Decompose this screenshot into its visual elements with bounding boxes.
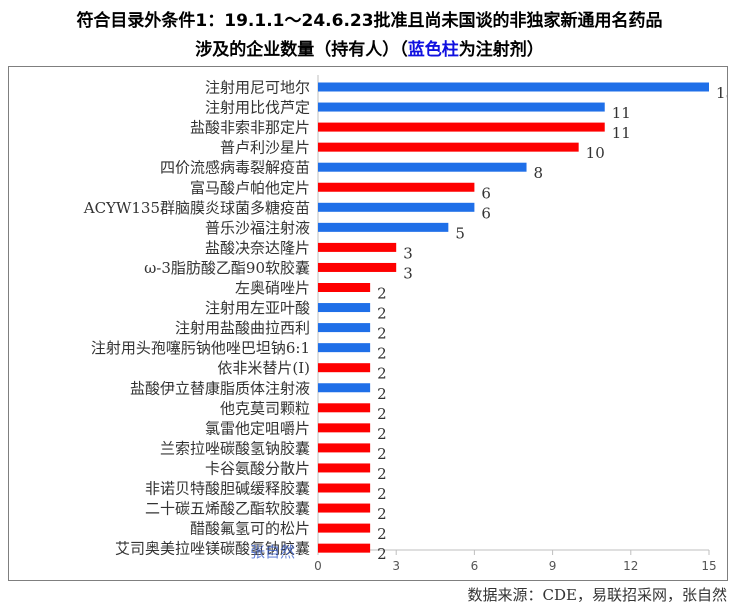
value-label: 3	[403, 244, 413, 262]
bar	[318, 523, 371, 533]
category-label: 二十碳五烯酸乙酯软胶囊	[145, 500, 310, 518]
category-label: 兰索拉唑碳酸氢钠胶囊	[160, 439, 310, 457]
bar	[318, 162, 527, 172]
bar	[318, 503, 371, 513]
value-label: 2	[377, 385, 387, 403]
value-label: 3	[403, 264, 413, 282]
value-label: 2	[377, 345, 387, 363]
value-label: 2	[377, 325, 387, 343]
category-label: 富马酸卢帕他定片	[190, 179, 310, 197]
bar	[318, 323, 371, 333]
category-label: 醋酸氟氢可的松片	[190, 520, 310, 538]
category-label: 注射用左亚叶酸	[205, 299, 310, 317]
x-tick-label: 6	[471, 559, 479, 573]
value-label: 2	[377, 425, 387, 443]
watermark: 张自然	[250, 543, 296, 561]
bar	[318, 242, 397, 252]
bar	[318, 142, 579, 152]
bar	[318, 383, 371, 393]
bar	[318, 102, 605, 112]
value-label: 6	[481, 204, 491, 222]
value-label: 10	[586, 144, 605, 162]
bar	[318, 303, 371, 313]
bar	[318, 202, 475, 212]
x-tick-label: 9	[549, 559, 557, 573]
category-label: ACYW135群脑膜炎球菌多糖疫苗	[83, 199, 310, 217]
value-label: 5	[455, 224, 465, 242]
category-label: 氯雷他定咀嚼片	[205, 419, 310, 437]
value-label: 2	[377, 305, 387, 323]
x-tick-label: 15	[701, 559, 716, 573]
value-label: 2	[377, 525, 387, 543]
bar	[318, 122, 605, 132]
title-blue-highlight: 蓝色柱	[407, 40, 459, 60]
x-tick-label: 0	[314, 559, 322, 573]
title-line2-prefix: 涉及的企业数量（持有人）（	[195, 40, 408, 60]
bar	[318, 403, 371, 413]
category-label: 盐酸非索非那定片	[190, 119, 310, 137]
value-label: 11	[612, 124, 631, 142]
data-source: 数据来源：CDE，易联招采网，张自然	[467, 586, 727, 604]
value-label: 2	[377, 505, 387, 523]
value-label: 15	[716, 84, 727, 102]
bar	[318, 182, 475, 192]
bar-chart: 0 3 6 9 12 15 注射用尼可地尔 15 注射用比伐芦定 11 盐酸非索非那定片 11 普卢利沙…	[83, 75, 727, 573]
value-label: 2	[377, 405, 387, 423]
value-label: 2	[377, 485, 387, 503]
category-label: 注射用头孢噻肟钠他唑巴坦钠6:1	[91, 339, 310, 357]
bar	[318, 423, 371, 433]
value-label: 8	[534, 164, 544, 182]
category-label: 注射用盐酸曲拉西利	[175, 319, 310, 337]
category-label: 普乐沙福注射液	[205, 219, 310, 237]
value-label: 11	[612, 104, 631, 122]
value-label: 2	[377, 445, 387, 463]
chart-title-line2: 涉及的企业数量（持有人）（蓝色柱为注射剂）	[0, 35, 739, 60]
value-label: 2	[377, 365, 387, 383]
category-label: 注射用尼可地尔	[205, 79, 310, 97]
bar	[318, 543, 371, 553]
bar	[318, 443, 371, 453]
category-label: 盐酸伊立替康脂质体注射液	[130, 379, 310, 397]
category-label: 普卢利沙星片	[220, 139, 310, 157]
category-label: 艾司奥美拉唑镁碳酸氢钠胶囊	[115, 540, 310, 558]
x-tick-label: 12	[623, 559, 638, 573]
category-label: 注射用比伐芦定	[205, 99, 310, 117]
chart-title-line1: 符合目录外条件1：19.1.1～24.6.23批准且尚未国谈的非独家新通用名药品	[76, 11, 663, 31]
bar	[318, 262, 397, 272]
category-label: 非诺贝特酸胆碱缓释胶囊	[145, 480, 310, 498]
category-label: ω-3脂肪酸乙酯90软胶囊	[144, 259, 310, 277]
value-label: 2	[377, 545, 387, 563]
value-label: 6	[481, 184, 491, 202]
title-line2-suffix: 为注射剂）	[458, 40, 544, 60]
value-label: 2	[377, 285, 387, 303]
category-label: 左奥硝唑片	[235, 279, 310, 297]
x-tick-label: 3	[392, 559, 400, 573]
category-label: 卡谷氨酸分散片	[205, 459, 310, 477]
bar	[318, 343, 371, 353]
bar	[318, 283, 371, 292]
bar	[318, 363, 371, 373]
bar	[318, 463, 371, 473]
category-label: 他克莫司颗粒	[220, 399, 310, 417]
category-label: 四价流感病毒裂解疫苗	[160, 159, 310, 177]
value-label: 2	[377, 465, 387, 483]
category-label: 依非米替片(Ⅰ)	[217, 359, 310, 377]
bar	[318, 222, 449, 232]
bar	[318, 483, 371, 493]
bar	[318, 82, 709, 92]
chart-frame: 0 3 6 9 12 15 注射用尼可地尔 15 注射用比伐芦定 11 盐酸非索非那定片 11 普卢利沙…	[8, 66, 728, 581]
category-label: 盐酸决奈达隆片	[205, 239, 310, 257]
